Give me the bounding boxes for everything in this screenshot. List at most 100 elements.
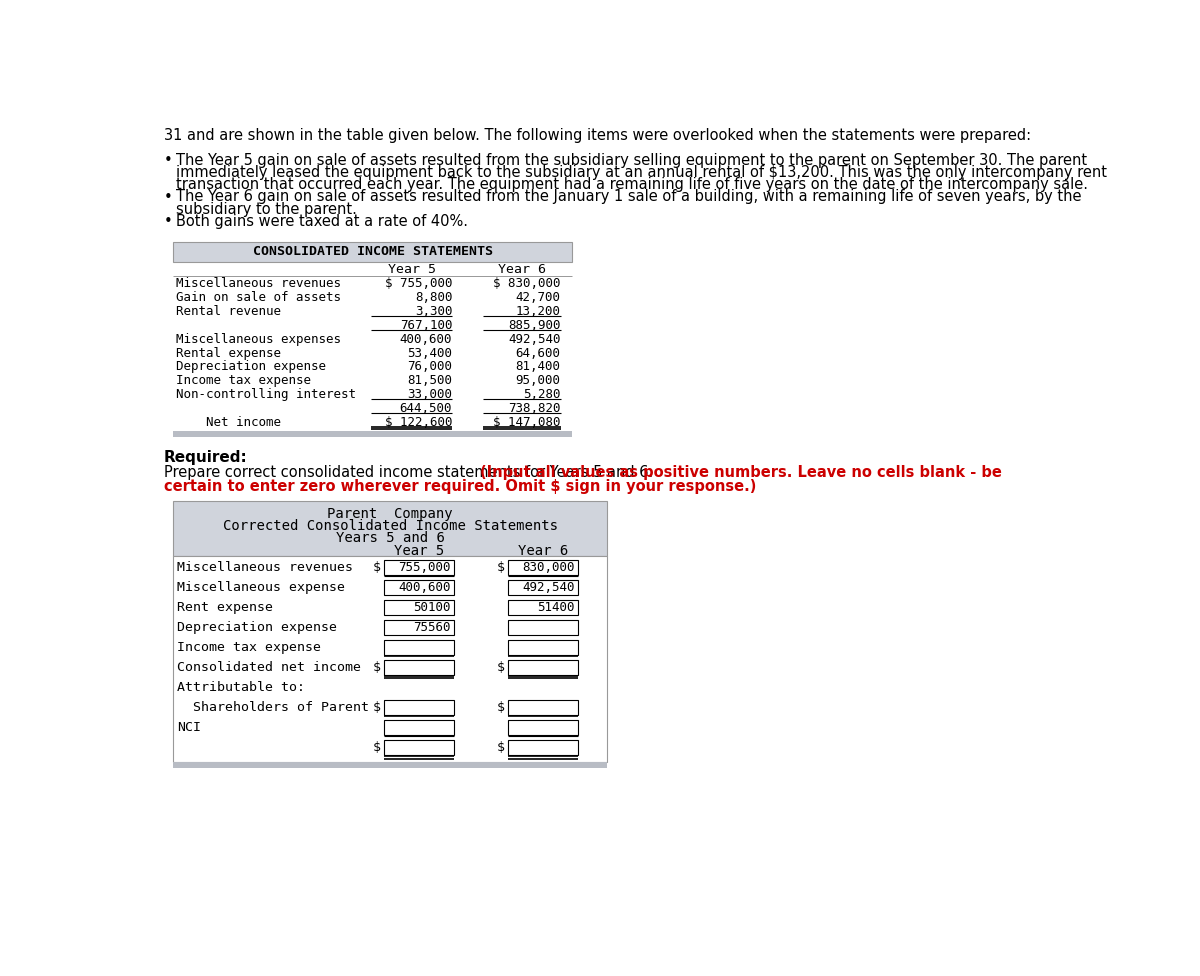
Text: 31 and are shown in the table given below. The following items were overlooked w: 31 and are shown in the table given belo…	[164, 128, 1031, 142]
Bar	[384, 660, 454, 675]
Text: transaction that occurred each year. The equipment had a remaining life of five : transaction that occurred each year. The…	[176, 178, 1088, 192]
Bar	[173, 242, 572, 262]
Text: Year 5: Year 5	[394, 544, 444, 557]
Text: $: $	[373, 560, 382, 574]
Text: The Year 6 gain on sale of assets resulted from the January 1 sale of a building: The Year 6 gain on sale of assets result…	[176, 189, 1082, 205]
Bar	[173, 762, 607, 768]
Text: Net income: Net income	[176, 416, 281, 428]
Text: 75560: 75560	[413, 621, 451, 634]
Text: Year 6: Year 6	[518, 544, 568, 557]
Bar	[173, 431, 572, 436]
Text: 81,400: 81,400	[516, 360, 560, 374]
Text: Shareholders of Parent: Shareholders of Parent	[178, 701, 370, 713]
Text: The Year 5 gain on sale of assets resulted from the subsidiary selling equipment: The Year 5 gain on sale of assets result…	[176, 152, 1087, 168]
Text: Year 6: Year 6	[498, 264, 546, 276]
Text: Parent  Company: Parent Company	[328, 507, 454, 521]
Text: Rental expense: Rental expense	[176, 346, 281, 359]
Text: Miscellaneous revenues: Miscellaneous revenues	[176, 277, 341, 290]
Text: 95,000: 95,000	[516, 375, 560, 387]
Bar	[508, 620, 578, 635]
Text: Income tax expense: Income tax expense	[176, 375, 311, 387]
Text: 81,500: 81,500	[407, 375, 452, 387]
Text: 76,000: 76,000	[407, 360, 452, 374]
Text: Rental revenue: Rental revenue	[176, 305, 281, 318]
Text: Miscellaneous expenses: Miscellaneous expenses	[176, 333, 341, 346]
Text: $: $	[497, 560, 505, 574]
Text: $ 755,000: $ 755,000	[385, 277, 452, 290]
Text: $ 122,600: $ 122,600	[385, 416, 452, 428]
Text: certain to enter zero wherever required. Omit $ sign in your response.): certain to enter zero wherever required.…	[164, 479, 756, 494]
Text: •: •	[164, 189, 173, 205]
Bar	[508, 640, 578, 655]
Text: Miscellaneous expense: Miscellaneous expense	[178, 581, 346, 593]
Text: 51400: 51400	[538, 601, 575, 614]
Text: •: •	[164, 214, 173, 229]
Text: Depreciation expense: Depreciation expense	[178, 621, 337, 633]
Text: Consolidated net income: Consolidated net income	[178, 661, 361, 673]
Bar	[384, 580, 454, 595]
Text: Prepare correct consolidated income statements for Years 5 and 6.: Prepare correct consolidated income stat…	[164, 466, 658, 480]
Bar	[384, 640, 454, 655]
Bar	[508, 560, 578, 575]
Text: 400,600: 400,600	[398, 581, 451, 594]
Text: 830,000: 830,000	[522, 561, 575, 574]
Text: Corrected Consolidated Income Statements: Corrected Consolidated Income Statements	[223, 519, 558, 533]
Bar	[508, 700, 578, 715]
Text: $: $	[497, 661, 505, 673]
Bar	[508, 660, 578, 675]
Bar	[384, 560, 454, 575]
Text: $: $	[497, 741, 505, 753]
Text: Rent expense: Rent expense	[178, 600, 274, 614]
Text: 5,280: 5,280	[523, 388, 560, 401]
Bar	[173, 501, 607, 556]
Text: (Input all values as positive numbers. Leave no cells blank - be: (Input all values as positive numbers. L…	[480, 466, 1002, 480]
Bar	[384, 740, 454, 755]
Text: 767,100: 767,100	[400, 319, 452, 332]
Text: 50100: 50100	[413, 601, 451, 614]
Text: Required:: Required:	[164, 450, 247, 465]
Text: Year 5: Year 5	[388, 264, 436, 276]
Text: Years 5 and 6: Years 5 and 6	[336, 531, 445, 546]
Text: 738,820: 738,820	[509, 402, 560, 415]
Text: $ 830,000: $ 830,000	[493, 277, 560, 290]
Text: NCI: NCI	[178, 721, 202, 734]
Bar	[508, 580, 578, 595]
Bar	[384, 700, 454, 715]
Text: Both gains were taxed at a rate of 40%.: Both gains were taxed at a rate of 40%.	[176, 214, 468, 229]
Bar	[173, 556, 607, 762]
Text: 13,200: 13,200	[516, 305, 560, 318]
Text: •: •	[164, 152, 173, 168]
Text: CONSOLIDATED INCOME STATEMENTS: CONSOLIDATED INCOME STATEMENTS	[253, 245, 493, 258]
Bar	[508, 720, 578, 736]
Text: 53,400: 53,400	[407, 346, 452, 359]
Text: 400,600: 400,600	[400, 333, 452, 346]
Text: 644,500: 644,500	[400, 402, 452, 415]
Text: $: $	[373, 741, 382, 753]
Text: 492,540: 492,540	[509, 333, 560, 346]
Text: Gain on sale of assets: Gain on sale of assets	[176, 291, 341, 305]
Text: 755,000: 755,000	[398, 561, 451, 574]
Text: 33,000: 33,000	[407, 388, 452, 401]
Text: immediately leased the equipment back to the subsidiary at an annual rental of $: immediately leased the equipment back to…	[176, 165, 1108, 180]
Text: $ 147,080: $ 147,080	[493, 416, 560, 428]
Text: 64,600: 64,600	[516, 346, 560, 359]
Text: 3,300: 3,300	[415, 305, 452, 318]
Text: Depreciation expense: Depreciation expense	[176, 360, 326, 374]
Bar	[384, 600, 454, 615]
Text: $: $	[373, 701, 382, 713]
Text: 42,700: 42,700	[516, 291, 560, 305]
Text: Income tax expense: Income tax expense	[178, 640, 322, 654]
Bar	[508, 600, 578, 615]
Text: Non-controlling interest: Non-controlling interest	[176, 388, 356, 401]
Text: $: $	[373, 661, 382, 673]
Text: 492,540: 492,540	[522, 581, 575, 594]
Bar	[508, 740, 578, 755]
Text: $: $	[497, 701, 505, 713]
Text: 8,800: 8,800	[415, 291, 452, 305]
Text: Miscellaneous revenues: Miscellaneous revenues	[178, 560, 353, 574]
Text: subsidiary to the parent.: subsidiary to the parent.	[176, 202, 358, 217]
Bar	[384, 620, 454, 635]
Text: 885,900: 885,900	[509, 319, 560, 332]
Bar	[384, 720, 454, 736]
Text: Attributable to:: Attributable to:	[178, 681, 305, 694]
